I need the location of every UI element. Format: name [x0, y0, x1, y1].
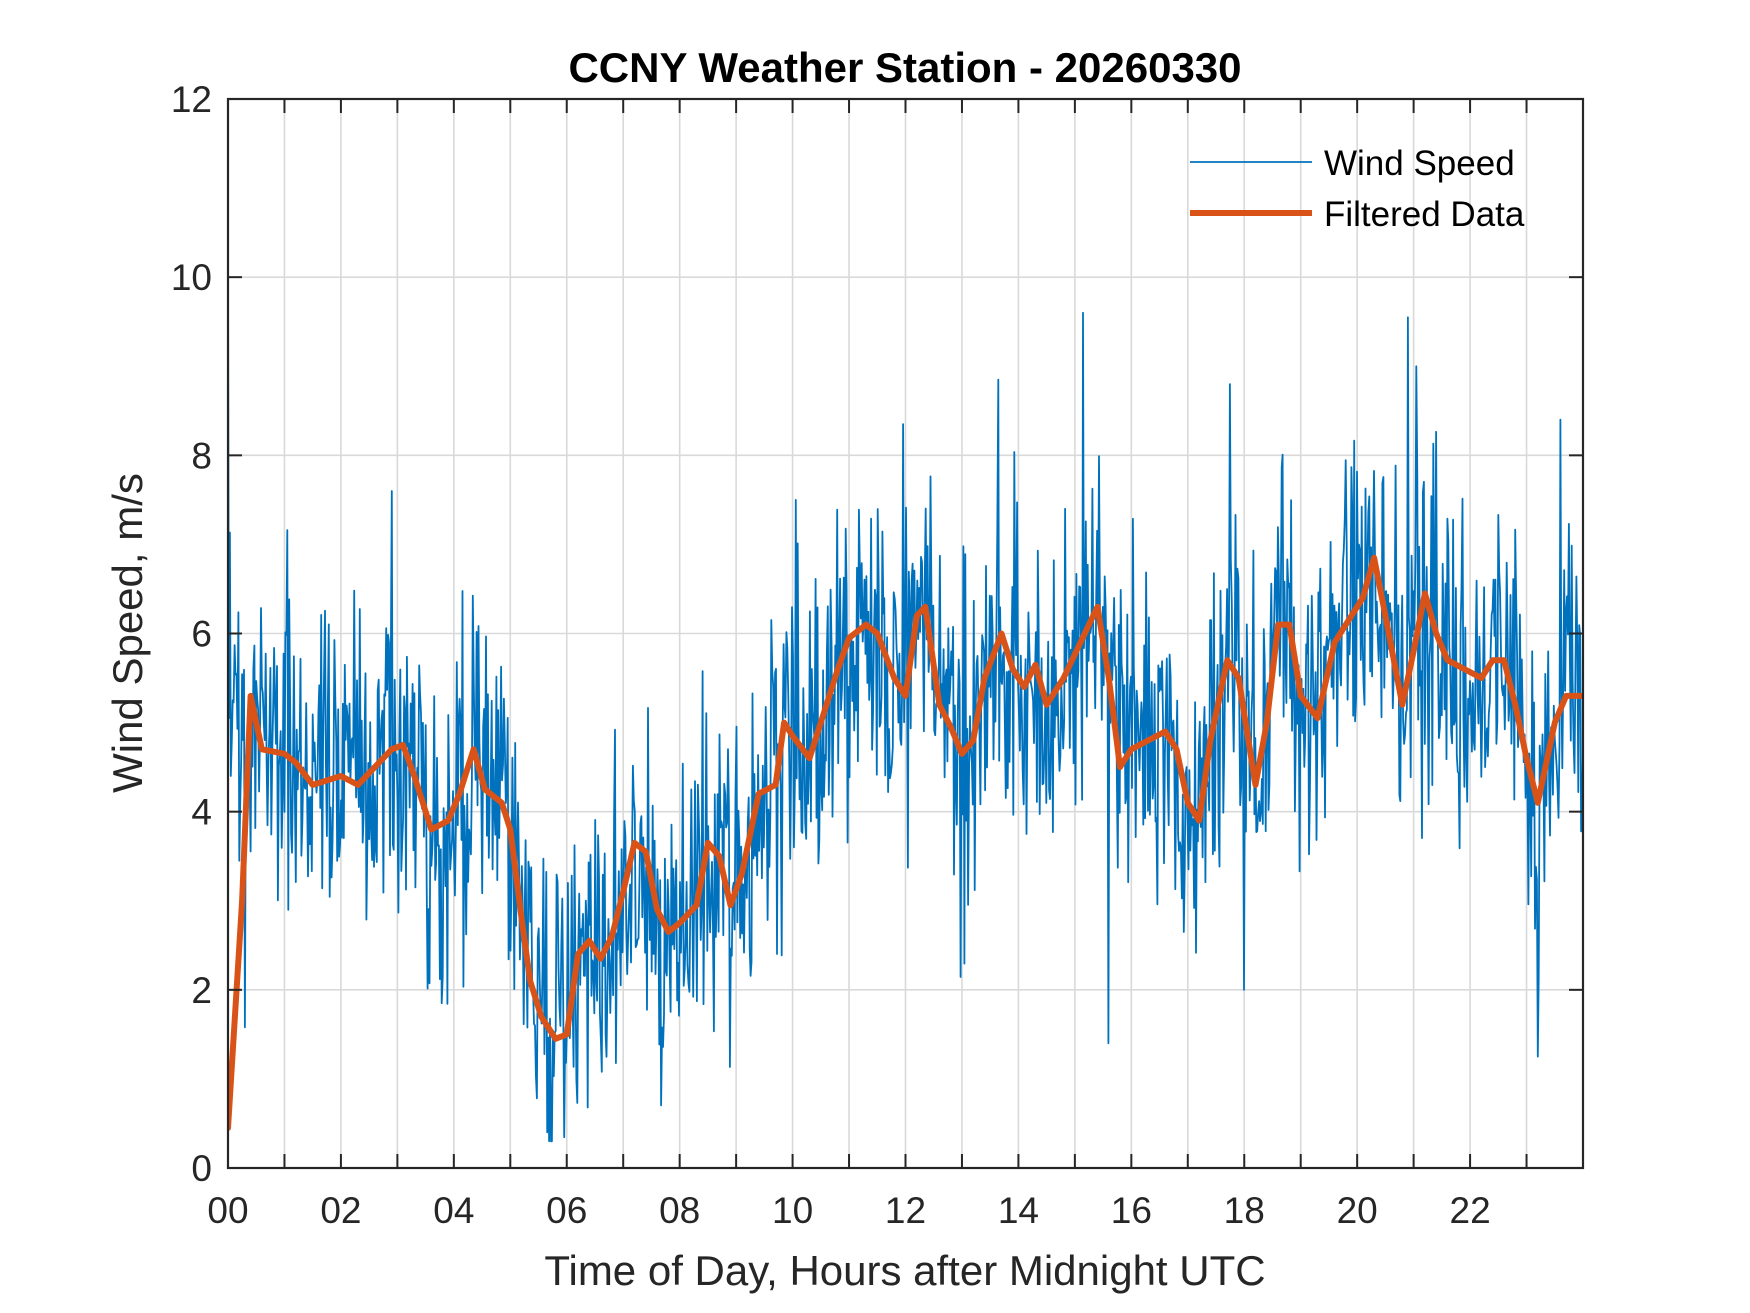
x-tick-label: 22 [1450, 1190, 1491, 1231]
legend-item-filtered-data: Filtered Data [1190, 195, 1525, 234]
series-layer [228, 268, 1583, 1143]
x-tick-label: 06 [546, 1190, 587, 1231]
x-axis-tick-labels: 00 02 04 06 08 10 12 14 16 18 20 22 [207, 1190, 1490, 1231]
x-tick-label: 08 [659, 1190, 700, 1231]
chart-title: CCNY Weather Station - 20260330 [568, 44, 1241, 91]
legend-label-filtered-data: Filtered Data [1324, 195, 1525, 234]
y-tick-label: 6 [191, 614, 212, 655]
y-axis-tick-labels: 0 2 4 6 8 10 12 [171, 79, 212, 1189]
axis-ticks [228, 98, 1583, 1169]
y-axis-label: Wind Speed, m/s [104, 473, 151, 793]
y-tick-label: 12 [171, 79, 212, 120]
wind-speed-series-line [228, 268, 1583, 1143]
y-tick-label: 0 [191, 1148, 212, 1189]
x-tick-label: 00 [207, 1190, 248, 1231]
legend-label-wind-speed: Wind Speed [1324, 144, 1515, 183]
legend-item-wind-speed: Wind Speed [1190, 144, 1515, 183]
legend: Wind Speed Filtered Data [1190, 144, 1525, 234]
x-tick-label: 10 [772, 1190, 813, 1231]
y-tick-label: 2 [191, 970, 212, 1011]
y-tick-label: 4 [191, 792, 212, 833]
x-tick-label: 14 [998, 1190, 1039, 1231]
x-tick-label: 18 [1224, 1190, 1265, 1231]
x-axis-label: Time of Day, Hours after Midnight UTC [544, 1247, 1265, 1294]
filtered-data-series-line [228, 554, 1583, 1131]
y-tick-label: 10 [171, 257, 212, 298]
x-tick-label: 04 [433, 1190, 474, 1231]
x-tick-label: 16 [1111, 1190, 1152, 1231]
x-tick-label: 12 [885, 1190, 926, 1231]
y-tick-label: 8 [191, 435, 212, 476]
x-tick-label: 02 [320, 1190, 361, 1231]
x-tick-label: 20 [1337, 1190, 1378, 1231]
